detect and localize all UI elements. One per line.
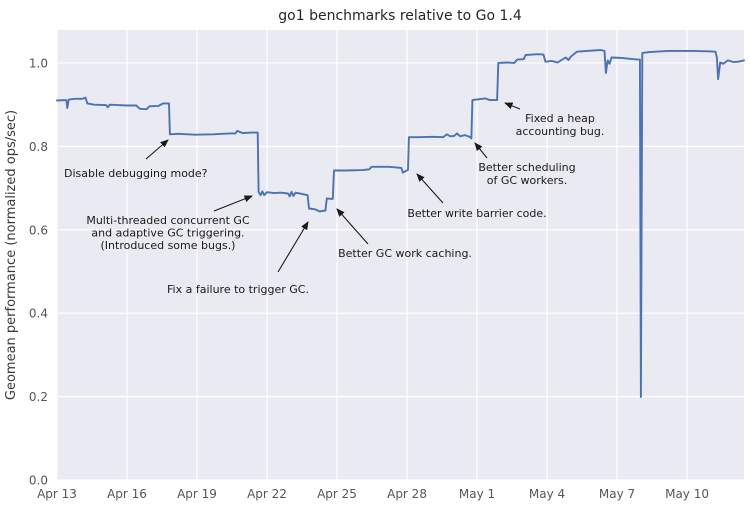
x-tick-label: Apr 28 [387, 487, 427, 501]
annotation-text: Better GC work caching. [338, 247, 472, 260]
annotation-arrow [416, 173, 444, 204]
x-tick-label: May 4 [529, 487, 565, 501]
x-tick-label: Apr 25 [317, 487, 357, 501]
x-tick-label: Apr 13 [37, 487, 77, 501]
annotation-gc-work-caching: Better GC work caching. [336, 208, 472, 260]
annotation-arrow [474, 142, 488, 159]
x-tick-label: Apr 16 [107, 487, 147, 501]
annotation-text: Disable debugging mode? [64, 167, 208, 180]
annotation-arrow [336, 208, 369, 245]
y-axis-label: Geomean performance (normalized ops/sec) [4, 110, 19, 400]
annotation-arrow [213, 195, 253, 212]
annotation-text: (Introduced some bugs.) [101, 239, 236, 252]
annotation-text: Multi-threaded concurrent GC [86, 214, 250, 227]
y-tick-label: 0.0 [29, 474, 48, 488]
annotation-fix-trigger-failure: Fix a failure to trigger GC. [167, 221, 309, 296]
annotation-text: Fixed a heap [525, 112, 595, 125]
x-tick-label: May 7 [599, 487, 635, 501]
annotation-text: Fix a failure to trigger GC. [167, 283, 309, 296]
x-tick-label: May 1 [459, 487, 495, 501]
annotation-text: Better write barrier code. [407, 207, 546, 220]
x-tick-label: Apr 19 [177, 487, 217, 501]
annotation-arrow [145, 139, 169, 160]
y-tick-label: 0.4 [29, 307, 48, 321]
annotation-arrow [277, 221, 309, 273]
annotation-text: and adaptive GC triggering. [91, 227, 244, 240]
benchmark-series-line [56, 49, 745, 398]
x-tick-label: Apr 22 [247, 487, 287, 501]
y-tick-label: 0.8 [29, 140, 48, 154]
y-tick-label: 0.2 [29, 390, 48, 404]
annotation-text: of GC workers. [487, 174, 568, 187]
chart-title: go1 benchmarks relative to Go 1.4 [278, 8, 522, 24]
annotation-disable-debugging: Disable debugging mode? [64, 139, 208, 180]
plot-area [57, 30, 744, 480]
annotation-write-barrier: Better write barrier code. [407, 173, 547, 220]
y-tick-label: 0.6 [29, 223, 48, 237]
annotation-text: accounting bug. [516, 125, 605, 138]
y-tick-label: 1.0 [29, 56, 48, 70]
x-tick-label: May 10 [665, 487, 709, 501]
annotation-arrow [504, 102, 521, 110]
annotation-text: Better scheduling [478, 161, 575, 174]
